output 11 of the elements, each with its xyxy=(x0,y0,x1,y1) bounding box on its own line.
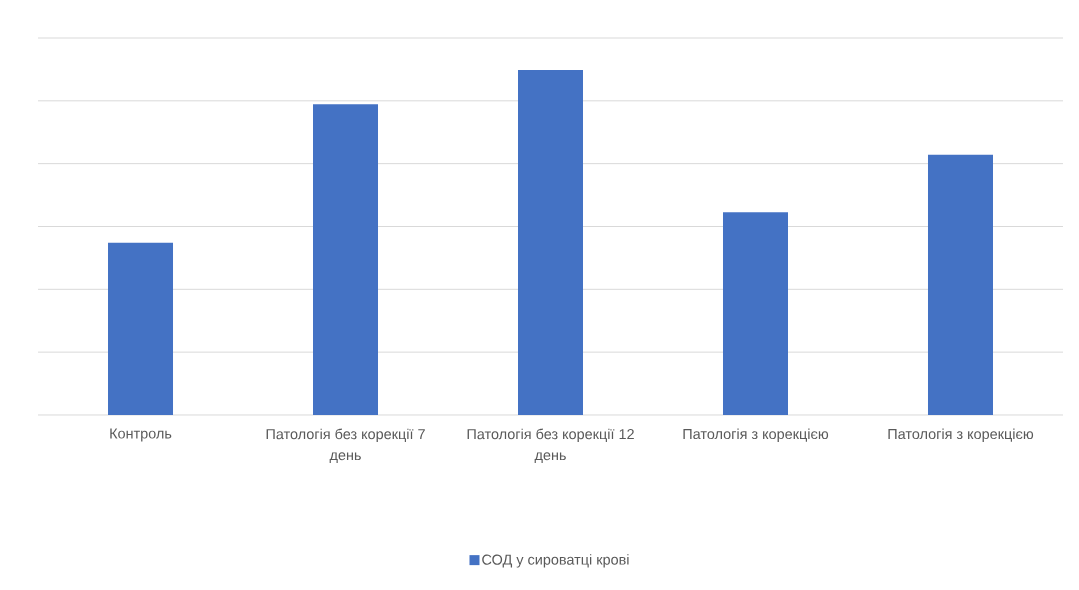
x-tick-label: Патологія без корекції 12 день xyxy=(467,428,634,463)
legend-label: СОД у сироватці крові xyxy=(482,554,629,568)
x-tick-label: Патологія без корекції 7 день xyxy=(266,428,425,463)
bar xyxy=(518,69,583,415)
bar xyxy=(108,242,174,415)
x-tick-label: Патологія з корекцією xyxy=(683,428,829,442)
bar xyxy=(723,212,788,415)
x-tick-label: Контроль xyxy=(110,428,172,442)
x-tick-label: Патологія з корекцією xyxy=(888,428,1034,442)
bar xyxy=(313,104,379,415)
bar xyxy=(927,154,993,415)
